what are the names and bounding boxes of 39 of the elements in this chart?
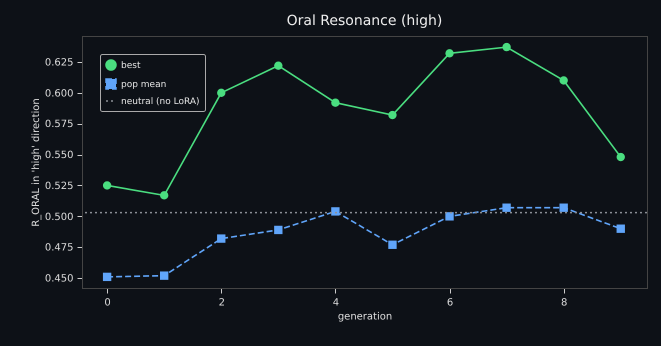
point xyxy=(331,207,340,216)
y-tick-label: 0.475 xyxy=(44,242,74,254)
x-tick-label: 4 xyxy=(332,298,340,308)
point xyxy=(616,224,625,233)
point xyxy=(160,191,168,200)
point xyxy=(331,98,340,107)
point xyxy=(102,272,112,282)
x-tick-label: 8 xyxy=(560,298,568,308)
point xyxy=(616,152,625,162)
y-tick-label: 0.575 xyxy=(44,119,74,130)
x-tick-label: 0 xyxy=(104,298,111,308)
x-tick-label: 6 xyxy=(446,298,454,308)
point xyxy=(502,42,511,52)
y-tick-label: 0.550 xyxy=(44,150,74,162)
point xyxy=(274,61,283,70)
point xyxy=(445,212,454,221)
chart-title: Oral Resonance (high) xyxy=(286,13,442,29)
legend-label: neutral (no LoRA) xyxy=(121,97,200,107)
point xyxy=(102,181,112,190)
point xyxy=(217,88,226,97)
x-axis-title: generation xyxy=(338,312,392,322)
point xyxy=(559,204,568,212)
y-tick-label: 0.600 xyxy=(44,88,74,100)
point xyxy=(160,271,168,280)
point xyxy=(217,234,226,243)
y-tick-label: 0.525 xyxy=(44,180,74,192)
y-axis-title: R_ORAL in 'high' direction xyxy=(30,98,42,227)
x-tick-label: 2 xyxy=(218,298,225,308)
point xyxy=(274,226,283,234)
y-tick-label: 0.450 xyxy=(44,274,74,285)
point xyxy=(388,110,397,120)
legend-label: pop mean xyxy=(121,80,166,90)
point xyxy=(502,204,511,212)
legend-label: best xyxy=(121,61,141,71)
point xyxy=(388,240,397,249)
y-tick-label: 0.500 xyxy=(44,212,74,223)
point xyxy=(445,49,454,58)
y-tick-label: 0.625 xyxy=(44,57,74,68)
point xyxy=(559,76,568,85)
